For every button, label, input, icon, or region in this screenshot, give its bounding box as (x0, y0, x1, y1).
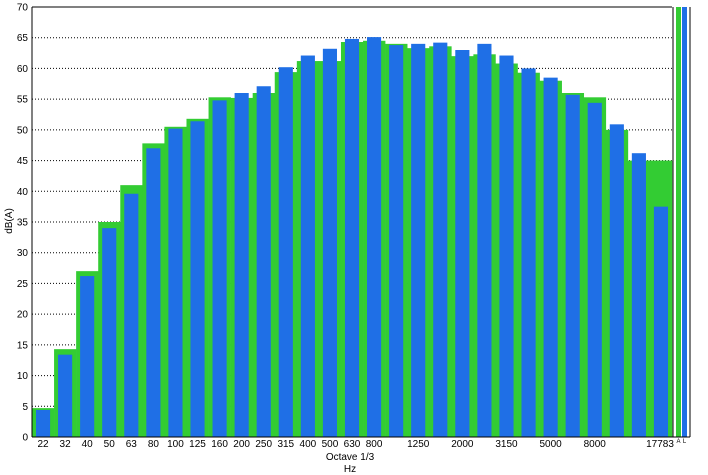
bar-series-2 (124, 193, 139, 437)
x-axis-title: Octave 1/3 (326, 452, 375, 463)
bar-series-2 (631, 153, 646, 437)
bar-series-2 (367, 37, 382, 437)
x-tick-label: 500 (322, 439, 339, 450)
x-tick-label: 200 (233, 439, 250, 450)
x-axis-unit: Hz (344, 464, 356, 475)
bar-series-2 (653, 206, 669, 437)
bar-series-2 (565, 94, 580, 437)
bar-series-2 (411, 43, 426, 437)
bar-series-2 (609, 124, 624, 437)
bars (32, 7, 687, 438)
x-tick-label: 22 (37, 439, 49, 450)
bar-series-2 (278, 67, 293, 437)
x-tick-label: 1250 (407, 439, 430, 450)
y-tick-label: 60 (17, 64, 29, 75)
bar-series-2 (477, 43, 492, 437)
x-tick-label: 160 (211, 439, 228, 450)
bar-series-2 (212, 100, 227, 437)
x-tick-label: 400 (300, 439, 317, 450)
bar-series-2 (455, 50, 470, 437)
bar-series-2 (344, 38, 360, 437)
y-tick-label: 0 (22, 433, 28, 444)
bar-series-2 (521, 68, 536, 437)
y-tick-labels: 0 5 10 15 20 25 30 35 40 45 50 55 60 65 70 (17, 3, 29, 444)
x-tick-label: 40 (82, 439, 94, 450)
x-tick-label: 63 (126, 439, 138, 450)
overall-level-bar (682, 7, 687, 437)
y-tick-label: 15 (17, 340, 29, 351)
y-tick-label: 35 (17, 218, 29, 229)
bar-series-2 (168, 128, 183, 437)
y-tick-label: 70 (17, 3, 29, 14)
bar-series-2 (433, 42, 448, 437)
bar-series-2 (80, 276, 95, 437)
y-tick-label: 30 (17, 248, 29, 259)
x-tick-label: 2000 (451, 439, 474, 450)
y-tick-label: 45 (17, 156, 29, 167)
x-tick-label: 17783 (646, 439, 674, 450)
y-tick-label: 65 (17, 33, 29, 44)
x-tick-label: 8000 (584, 439, 607, 450)
y-tick-label: 40 (17, 187, 29, 198)
bar-series-2 (190, 121, 205, 437)
overall-level-label: L (683, 439, 687, 445)
bar-series-2 (256, 86, 271, 437)
bar-series-2 (234, 93, 249, 437)
bar-series-2 (300, 55, 315, 438)
y-axis-title: dB(A) (4, 208, 15, 234)
bar-series-2 (35, 409, 51, 437)
bar-series-2 (102, 228, 117, 437)
bar-series-2 (543, 77, 558, 438)
x-tick-label: 80 (148, 439, 160, 450)
bar-series-2 (322, 48, 337, 438)
bar-series-2 (146, 148, 161, 438)
x-tick-label: 3150 (495, 439, 518, 450)
bar-series-2 (587, 102, 602, 437)
x-tick-label: 50 (104, 439, 116, 450)
bar-series-2 (389, 45, 404, 437)
y-tick-label: 5 (22, 402, 28, 413)
x-tick-label: 315 (277, 439, 294, 450)
y-tick-label: 10 (17, 371, 29, 382)
overall-level-bar (676, 7, 681, 437)
x-tick-label: 630 (344, 439, 361, 450)
bar-series-2 (499, 55, 514, 438)
y-tick-label: 20 (17, 310, 29, 321)
y-tick-label: 50 (17, 125, 29, 136)
y-tick-label: 25 (17, 279, 29, 290)
plot-frame (31, 6, 691, 438)
x-tick-label: 100 (167, 439, 184, 450)
x-tick-label: 800 (366, 439, 383, 450)
y-tick-label: 55 (17, 95, 29, 106)
x-tick-label: 32 (60, 439, 72, 450)
x-tick-labels: A L 22 32 40 50 63 80 100 125 160 200 250 315 400 500 63… (37, 439, 686, 450)
bar-series-2 (58, 354, 73, 437)
x-tick-label: 5000 (539, 439, 562, 450)
overall-level-label: A (676, 439, 680, 445)
x-tick-label: 250 (255, 439, 272, 450)
x-tick-label: 125 (189, 439, 206, 450)
